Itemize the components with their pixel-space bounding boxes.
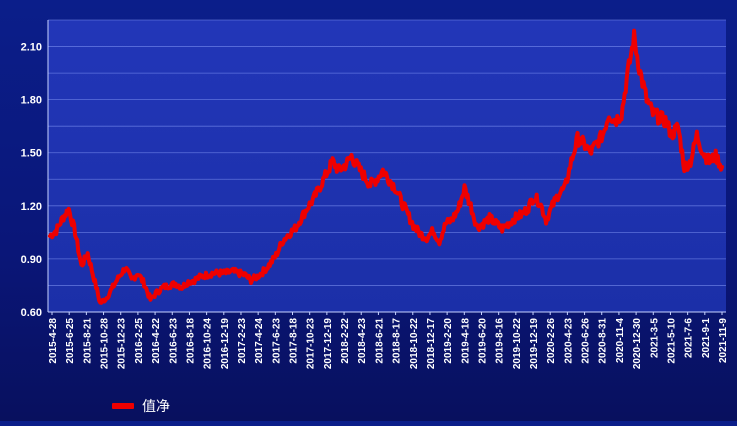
x-tick-label: 2019-4-18 — [460, 318, 471, 364]
x-tick-label: 2017-12-19 — [323, 318, 334, 370]
x-tick-label: 2015-8-21 — [82, 318, 93, 364]
x-tick-label: 2015-12-23 — [117, 318, 128, 370]
legend-label: 值净 — [142, 399, 170, 415]
x-tick-label: 2020-6-26 — [581, 318, 592, 364]
x-tick-label: 2018-6-21 — [374, 318, 385, 364]
x-tick-label: 2018-8-17 — [392, 318, 403, 364]
x-tick-label: 2017-6-23 — [271, 318, 282, 364]
x-tick-label: 2015-6-25 — [65, 318, 76, 364]
y-tick-label: 1.20 — [21, 201, 42, 213]
y-tick-label: 0.60 — [21, 307, 42, 319]
x-tick-label: 2020-8-31 — [598, 318, 609, 364]
x-tick-label: 2016-12-19 — [220, 318, 231, 370]
y-tick-label: 0.90 — [21, 254, 42, 266]
x-tick-label: 2019-12-19 — [529, 318, 540, 370]
x-tick-label: 2016-6-23 — [168, 318, 179, 364]
series-layer — [48, 28, 724, 305]
y-tick-label: 1.50 — [21, 148, 42, 160]
x-tick-label: 2016-8-18 — [185, 318, 196, 364]
x-tick-label: 2020-4-23 — [563, 318, 574, 364]
x-tick-label: 2017-4-24 — [254, 318, 265, 364]
legend-swatch — [112, 403, 134, 409]
legend: 值净 — [112, 396, 170, 416]
x-tick-label: 2021-5-10 — [666, 318, 677, 364]
x-tick-label: 2020-12-30 — [632, 318, 643, 370]
x-tick-label: 2020-11-4 — [615, 318, 626, 363]
x-tick-label: 2021-3-5 — [649, 318, 660, 358]
plot-area — [48, 20, 726, 312]
x-tick-label: 2019-6-20 — [477, 318, 488, 364]
x-tick-label: 2019-10-22 — [512, 318, 523, 370]
x-tick-label: 2019-8-16 — [495, 318, 506, 364]
y-axis: 0.60 0.90 1.20 1.50 1.80 2.10 — [21, 42, 42, 319]
x-tick-label: 2021-7-6 — [684, 318, 695, 358]
x-tick-label: 2017-8-18 — [289, 318, 300, 364]
y-tick-label: 2.10 — [21, 42, 42, 54]
x-axis: 2015-4-28 2015-6-25 2015-8-21 2015-10-28 201… — [48, 312, 729, 369]
x-tick-label: 2015-4-28 — [48, 318, 59, 364]
x-tick-label: 2017-10-23 — [306, 318, 317, 370]
x-tick-label: 2019-2-20 — [443, 318, 454, 364]
x-tick-label: 2017-2-23 — [237, 318, 248, 364]
x-tick-label: 2021-11-9 — [718, 318, 729, 363]
x-tick-label: 2015-10-28 — [100, 318, 111, 370]
x-tick-label: 2018-4-23 — [357, 318, 368, 364]
x-tick-label: 2020-2-26 — [546, 318, 557, 364]
x-tick-label: 2016-4-22 — [151, 318, 162, 364]
x-tick-label: 2018-2-22 — [340, 318, 351, 364]
x-tick-label: 2021-9-1 — [701, 318, 712, 358]
x-tick-label: 2016-10-24 — [203, 318, 214, 370]
x-tick-label: 2018-12-17 — [426, 318, 437, 370]
x-tick-label: 2016-2-25 — [134, 318, 145, 364]
y-tick-label: 1.80 — [21, 95, 42, 107]
x-tick-label: 2018-10-22 — [409, 318, 420, 370]
series-line — [48, 28, 724, 305]
